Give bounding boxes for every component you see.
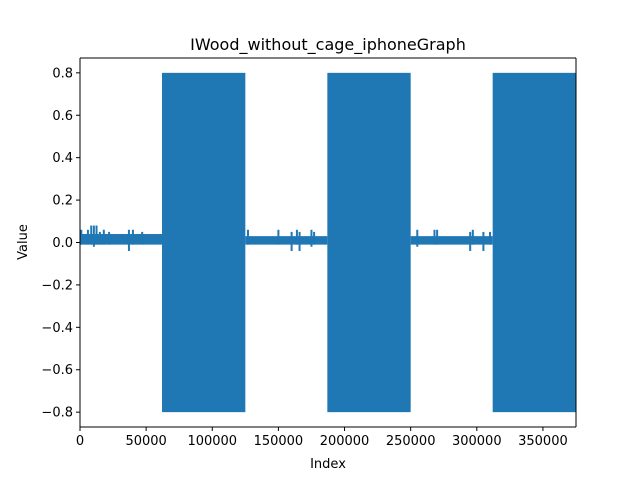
chart-title: IWood_without_cage_iphoneGraph — [190, 35, 466, 55]
signal-segment-active — [327, 72, 411, 413]
y-tick-label: 0.8 — [52, 66, 73, 81]
y-tick-label: 0.2 — [52, 194, 73, 209]
y-tick-label: 0.6 — [52, 109, 73, 124]
y-tick-label: −0.6 — [41, 363, 73, 378]
x-axis-ticks: 0 50000 100000 150000 200000 250000 300000 3500… — [76, 427, 568, 449]
x-axis-label: Index — [310, 457, 346, 472]
signal-segment-active — [162, 72, 246, 413]
y-axis-ticks: −0.8 −0.6 −0.4 −0.2 0.0 0.2 0.4 0.6 0.8 — [41, 66, 80, 421]
x-tick-label: 300000 — [452, 434, 502, 449]
y-tick-label: −0.8 — [41, 406, 73, 421]
y-tick-label: −0.4 — [41, 321, 73, 336]
x-tick-label: 350000 — [518, 434, 568, 449]
signal-segment-quiet — [245, 236, 328, 245]
x-tick-label: 150000 — [254, 434, 304, 449]
y-tick-label: 0.0 — [52, 236, 73, 251]
x-tick-label: 100000 — [187, 434, 237, 449]
signal-segment-active — [492, 72, 576, 413]
x-tick-label: 200000 — [320, 434, 370, 449]
y-axis-label: Value — [16, 224, 31, 260]
x-tick-label: 50000 — [125, 434, 166, 449]
signal-segment-quiet — [80, 234, 163, 245]
y-tick-label: −0.2 — [41, 278, 73, 293]
x-tick-label: 250000 — [386, 434, 436, 449]
signal-segment-quiet — [410, 236, 493, 245]
plot-data — [80, 72, 576, 413]
y-tick-label: 0.4 — [52, 151, 73, 166]
x-tick-label: 0 — [76, 434, 84, 449]
